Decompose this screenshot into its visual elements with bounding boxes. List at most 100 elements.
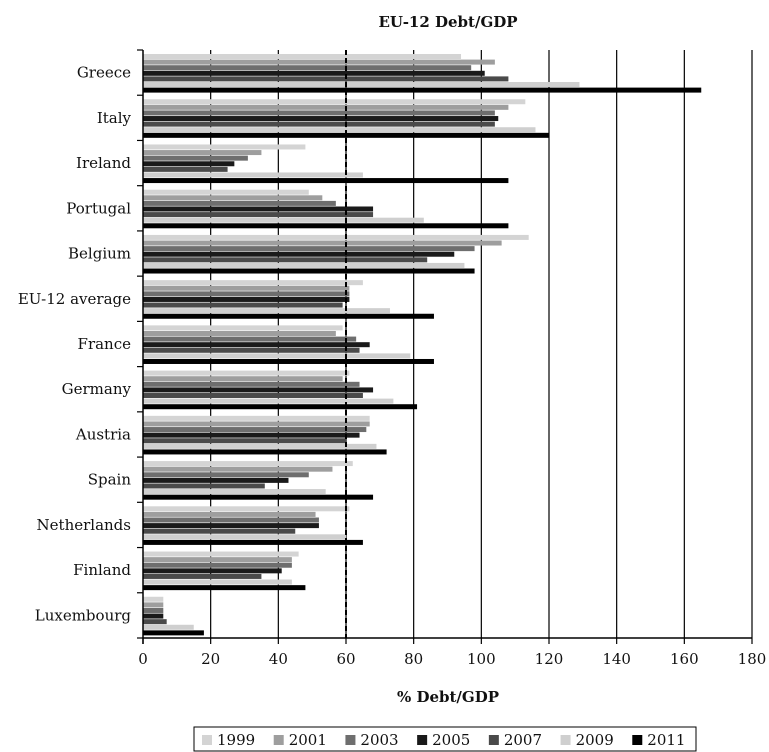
bar <box>143 613 164 619</box>
bar <box>143 517 319 523</box>
bar <box>143 370 350 376</box>
bar <box>143 178 509 184</box>
x-tick-label: 40 <box>269 650 288 668</box>
bar <box>143 59 495 65</box>
category-label: Germany <box>62 380 132 398</box>
category-label: Finland <box>73 561 131 579</box>
x-tick-label: 20 <box>201 650 220 668</box>
bar <box>143 132 549 138</box>
bar <box>143 342 370 348</box>
bar <box>143 116 499 122</box>
category-labels: Greece Italy Ireland Portugal Belgium EU-12 a… <box>18 64 132 625</box>
bar <box>143 155 248 161</box>
bar <box>143 466 333 472</box>
bar <box>143 596 164 602</box>
bar <box>143 387 374 393</box>
bar <box>143 99 526 105</box>
bar <box>143 251 455 257</box>
bar <box>143 246 475 252</box>
legend-swatch <box>560 735 571 745</box>
bar <box>143 76 509 82</box>
bar <box>143 161 235 167</box>
legend-swatch <box>488 735 499 745</box>
bar <box>143 65 472 71</box>
bars <box>143 54 702 636</box>
x-tick-label: 160 <box>670 650 699 668</box>
bar <box>143 353 411 359</box>
bar <box>143 82 580 87</box>
bar <box>143 234 529 240</box>
bar <box>143 404 418 410</box>
bar <box>143 330 336 336</box>
bar <box>143 206 374 212</box>
bar <box>143 483 265 489</box>
legend-label: 2007 <box>504 731 542 749</box>
category-label: Portugal <box>66 199 131 217</box>
category-label: Italy <box>97 109 132 127</box>
legend-label: 2003 <box>360 731 398 749</box>
bar <box>143 240 502 246</box>
bar <box>143 619 167 625</box>
legend-label: 2011 <box>647 731 685 749</box>
bar <box>143 172 363 178</box>
bar <box>143 285 350 291</box>
bar <box>143 602 164 608</box>
bar <box>143 358 434 364</box>
legend: 1999 2001 2003 2005 2007 2009 2011 <box>193 726 697 752</box>
bar <box>143 427 367 433</box>
x-tick-label: 120 <box>535 650 564 668</box>
bar <box>143 87 702 93</box>
x-tick-label: 180 <box>738 650 767 668</box>
bar <box>143 280 363 286</box>
bar <box>143 347 360 353</box>
x-tick-label: 0 <box>138 650 148 668</box>
bar <box>143 217 424 223</box>
x-axis-label: % Debt/GDP <box>397 688 499 706</box>
bar <box>143 630 204 636</box>
bar <box>143 296 350 302</box>
x-tick-label: 60 <box>336 650 355 668</box>
category-label: Greece <box>77 64 131 82</box>
category-label: France <box>78 335 132 353</box>
bar <box>143 494 374 500</box>
bar <box>143 308 390 314</box>
chart-title: EU-12 Debt/GDP <box>378 13 517 31</box>
bar <box>143 579 292 585</box>
legend-swatch <box>632 735 643 745</box>
bar <box>143 150 262 156</box>
bar <box>143 200 336 206</box>
bar <box>143 110 495 116</box>
bar <box>143 268 475 274</box>
bar <box>143 624 194 630</box>
bar <box>143 195 323 201</box>
bar <box>143 127 536 133</box>
bar <box>143 551 299 557</box>
category-label: Austria <box>75 425 131 443</box>
bar <box>143 144 306 150</box>
bar <box>143 325 343 331</box>
bar <box>143 104 509 110</box>
bar <box>143 511 316 517</box>
bar <box>143 477 289 483</box>
bar <box>143 393 363 399</box>
bar <box>143 302 343 308</box>
x-tick-label: 100 <box>467 650 496 668</box>
bar <box>143 376 343 382</box>
legend-swatch <box>273 735 284 745</box>
bar <box>143 489 326 495</box>
bar <box>143 336 357 342</box>
category-label: Luxembourg <box>35 606 132 624</box>
category-label: Belgium <box>68 245 131 263</box>
category-label: Ireland <box>76 154 131 172</box>
x-tick-labels: 0 20 40 60 80 100 120 140 160 180 <box>138 650 766 668</box>
bar <box>143 568 282 574</box>
bar <box>143 449 387 455</box>
legend-swatch <box>417 735 428 745</box>
bar <box>143 557 292 563</box>
x-tick-label: 140 <box>602 650 631 668</box>
bar <box>143 528 296 534</box>
bar <box>143 607 164 613</box>
bar <box>143 70 485 76</box>
bar <box>143 398 394 404</box>
